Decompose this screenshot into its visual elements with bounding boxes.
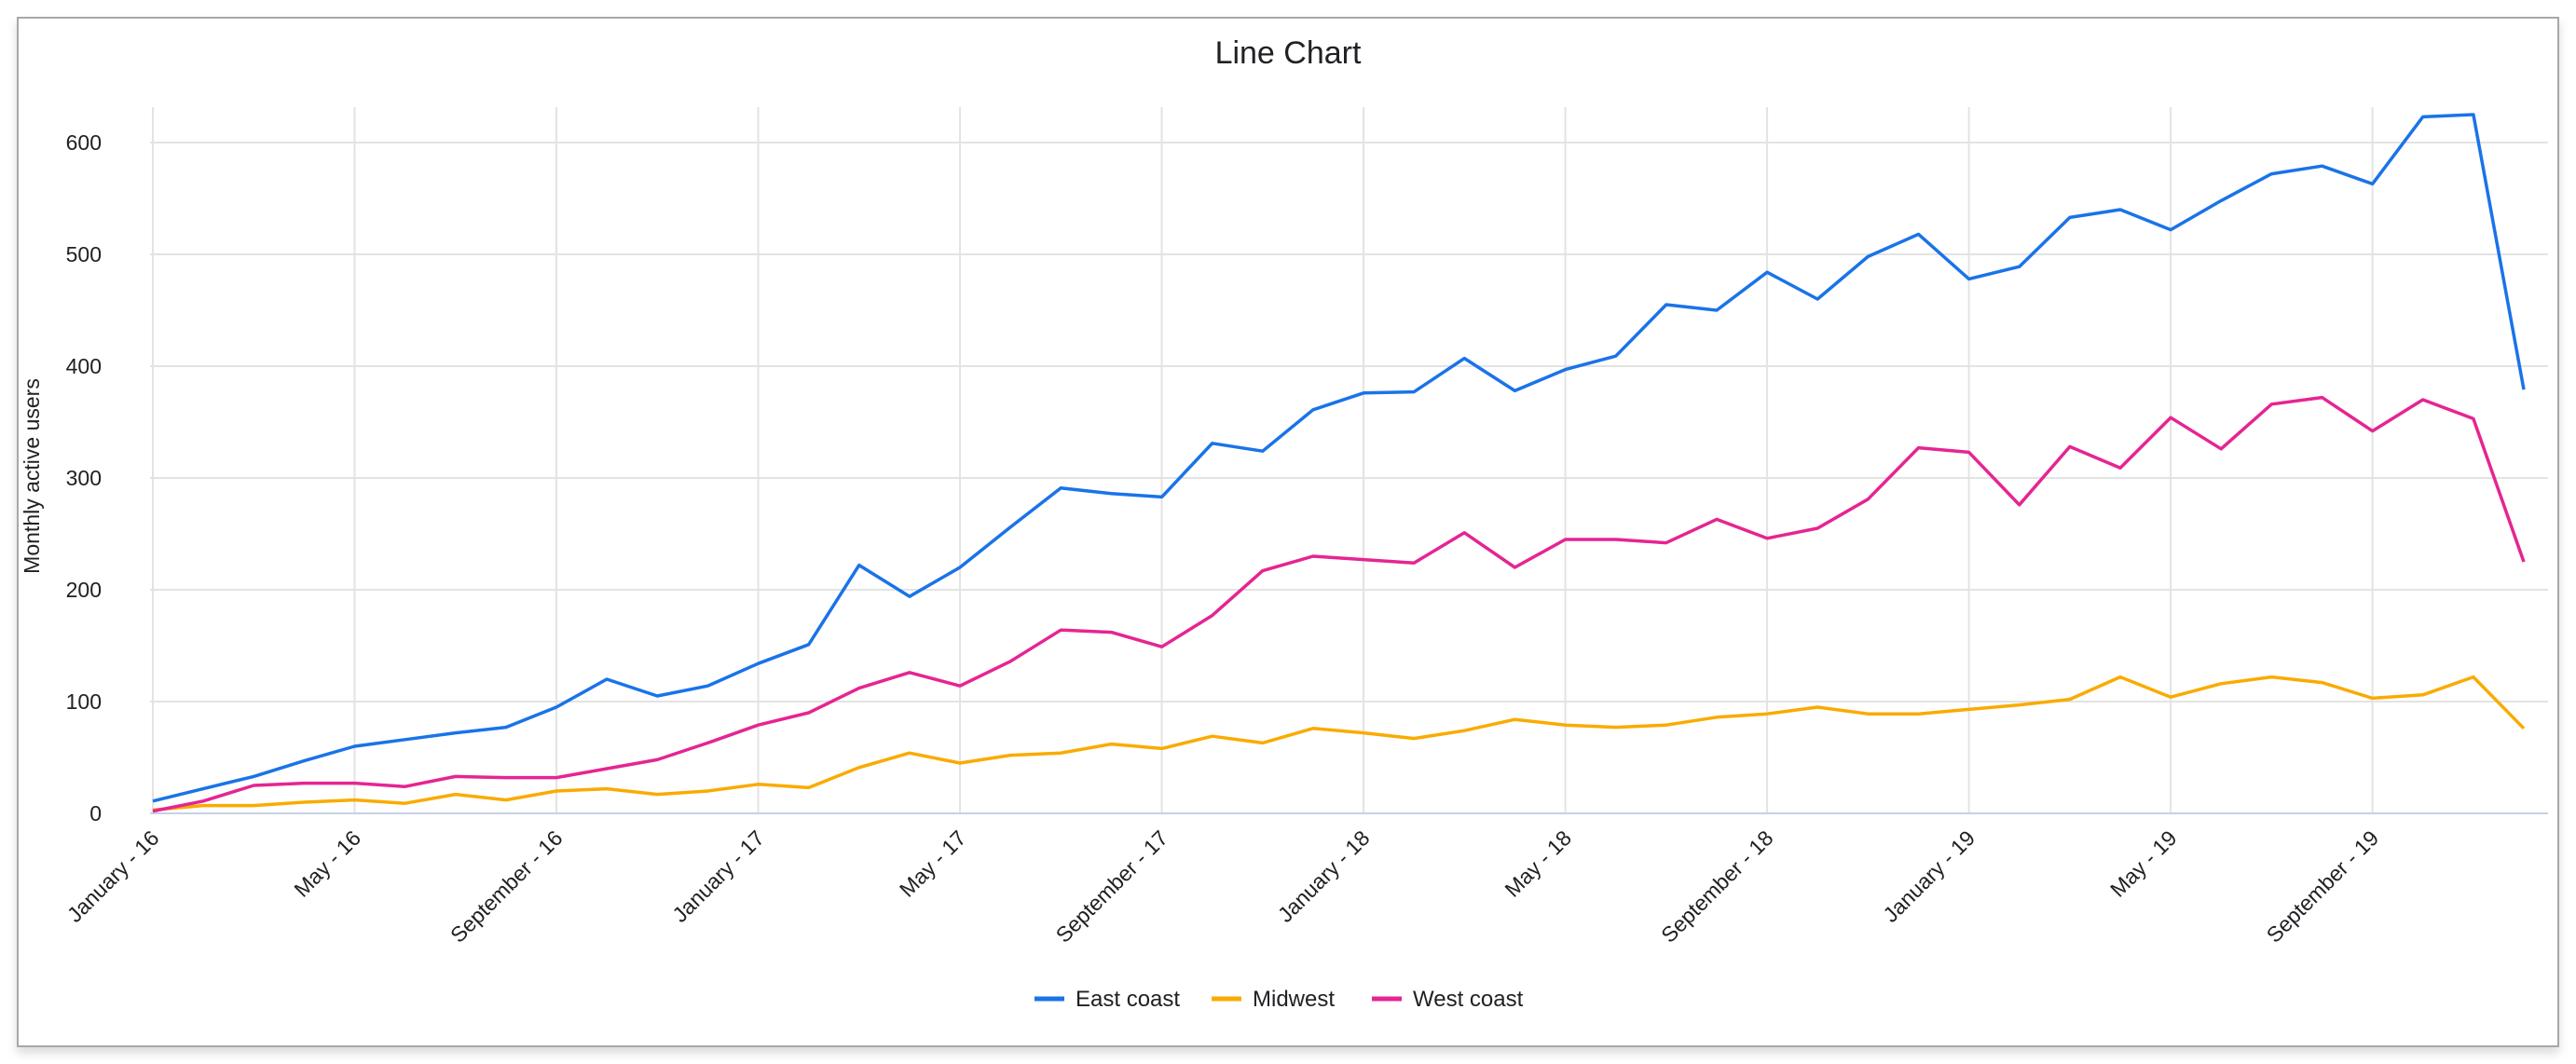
chart-card [17,17,2559,1047]
series-line-east-coast [152,113,2526,803]
x-tick-label: May - 19 [2105,825,2182,902]
y-tick-label: 0 [89,801,102,825]
series-line-midwest [152,675,2526,812]
x-tick-label: January - 17 [667,825,769,927]
x-tick-label: January - 16 [62,825,164,927]
y-tick-label: 100 [66,689,102,714]
x-tick-label: January - 19 [1878,825,1980,927]
legend-label: East coast [1076,987,1180,1012]
gridlines [150,107,2548,814]
legend: East coast Midwest West coast [1035,987,1524,1012]
y-tick-label: 600 [66,130,102,155]
x-tick-label: September - 19 [2262,825,2383,947]
x-tick-label: May - 16 [289,825,365,902]
legend-label: Midwest [1253,987,1335,1012]
y-tick-label: 200 [66,578,102,602]
chart-title: Line Chart [1215,35,1362,71]
y-tick-label: 300 [66,466,102,490]
x-tick-label: May - 18 [1500,825,1576,902]
x-axis-ticks: January - 16 May - 16 September - 16 Januar… [62,825,2383,947]
x-tick-label: September - 18 [1656,825,1777,947]
series-line-west-coast [152,395,2526,813]
x-tick-label: September - 17 [1051,825,1172,947]
x-tick-label: September - 16 [445,825,567,947]
series-lines [152,113,2526,813]
y-tick-label: 500 [66,242,102,266]
x-tick-label: January - 18 [1273,825,1375,927]
x-tick-label: May - 17 [895,825,971,902]
y-tick-label: 400 [66,354,102,378]
y-axis-title: Monthly active users [20,378,44,574]
y-axis-ticks: 0 100 200 300 400 500 600 [66,130,102,825]
legend-label: West coast [1413,987,1524,1012]
